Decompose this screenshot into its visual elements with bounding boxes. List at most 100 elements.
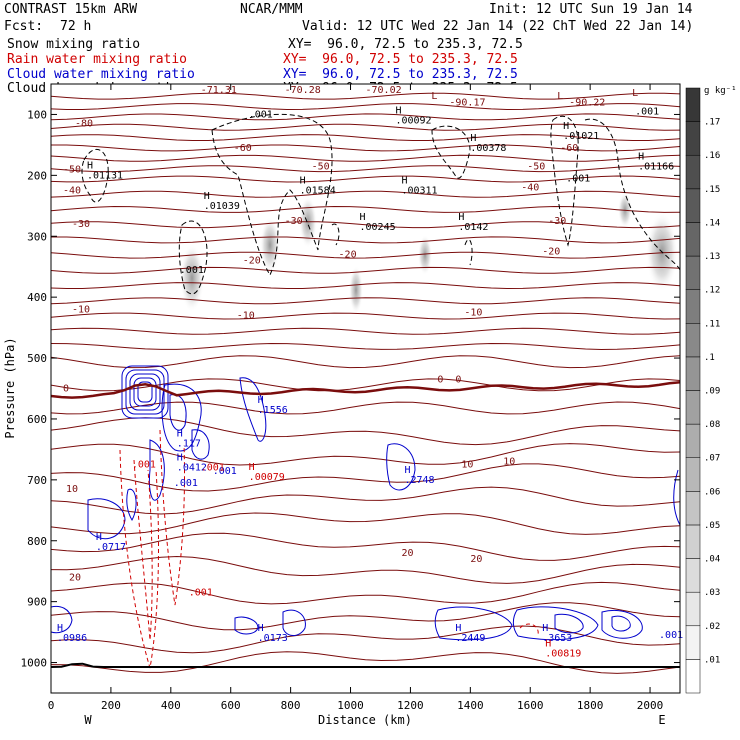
rain-contour-label: .001 [189,588,213,599]
cloud-water-maximum-label: .2748 [404,475,434,486]
cloud-water-maximum-label-h: H [455,623,461,634]
colorbar-swatch [685,491,701,526]
field-xy-cloudwater: XY= 96.0, 72.5 to 235.3, 72.5 [283,67,518,82]
temperature-line [50,92,681,100]
cloud-contour [137,381,153,403]
temperature-label: -80 [75,119,93,130]
temperature-line [50,555,681,584]
x-tick-label: 2000 [637,699,664,712]
temperature-line [51,236,681,244]
temperature-label: 0 [455,374,461,385]
snow-maximum-label: .01021 [563,131,599,142]
cloud-water-maximum-label-h: H [177,453,183,464]
temperature-minimum-label: -90.17 [449,97,485,108]
cloud-water-maximum-label: .0986 [57,633,87,644]
x-tick-label: 600 [221,699,241,712]
colorbar-swatch [685,323,701,358]
colorbar-tick-label: .17 [704,118,720,128]
snow-maximum-label: .0142 [458,222,488,233]
temperature-line [50,251,681,259]
colorbar-tick-label: .15 [704,185,720,195]
temperature-line [50,625,681,654]
snow-maximum-label-h: H [458,212,464,223]
cloud-contour [169,394,187,431]
temperature-label: 0 [63,384,69,395]
colorbar-tick-label: .13 [704,252,720,262]
temperature-label: -30 [548,216,566,227]
cloud-contour [512,606,599,641]
colorbar-swatch [685,558,701,593]
cloud-contour [601,610,643,639]
cloud-water-maximum-label: .3653 [542,633,572,644]
x-tick-label: 400 [161,699,181,712]
colorbar-swatch [685,625,701,660]
x-tick-label: 800 [281,699,301,712]
temperature-label: 10 [66,484,78,495]
temperature-label: -10 [464,307,482,318]
temperature-label: 20 [69,572,81,583]
cloud-water-maximum-label-h: H [404,465,410,476]
y-tick-label: 500 [27,352,47,365]
y-tick-label: 300 [27,230,47,243]
snow-maximum-label-h: H [360,212,366,223]
colorbar-swatch [685,154,701,190]
field-label-cloudwater: Cloud water mixing ratio [7,67,195,82]
x-tick-label: 1600 [517,699,544,712]
colorbar-swatch [685,356,701,391]
colorbar-tick-label: .16 [704,151,720,161]
cloud-contour [125,369,165,415]
temperature-line [50,154,681,162]
east-endpoint: E [658,713,665,727]
temperature-line [50,312,681,320]
cloud-water-contour-label: .001 [174,478,198,489]
snow-contour [550,115,579,247]
temperature-line [50,297,681,305]
snow-maximum-label: .01166 [638,161,674,172]
temperature-line [50,581,681,605]
rain-contour [519,623,539,636]
valid-time: Valid: 12 UTC Wed 22 Jan 14 (22 ChT Wed … [302,19,694,34]
cloud-contour [87,498,126,540]
fcst-value: 72 h [60,19,92,34]
colorbar-swatch [685,87,701,122]
field-label-snow: Snow mixing ratio [7,37,141,52]
fcst-label: Fcst: [4,19,44,34]
temperature-label: 20 [470,554,482,565]
cloud-water-maximum-label: .0412 [177,463,207,474]
temperature-label: -10 [237,310,255,321]
snow-contour-label: .001 [249,109,273,120]
snow-contour [331,223,340,246]
cloud-water-maximum-label-h: H [177,428,183,439]
temperature-lines [50,92,681,674]
cloud-water-maximum-label-h: H [57,623,63,634]
colorbar-tick-label: .11 [704,319,720,329]
colorbar-swatch [685,591,701,627]
rain-contour-label: .001 [132,460,156,471]
snow-shading [180,192,678,314]
temperature-minimum-label: -70.02 [366,85,402,96]
snow-maximum-label: .01131 [87,170,123,181]
cloud-contour [673,469,681,526]
y-tick-label: 700 [27,474,47,487]
snow-maximum-label-h: H [87,160,93,171]
temperature-line [50,103,681,111]
rain-contour [159,429,186,606]
cloud-water-maximum-label: .0717 [96,542,126,553]
y-tick-label: 800 [27,535,47,548]
rain-maximum-label-h: H [545,638,551,649]
cloud-water-maximum-label-h: H [258,623,264,634]
y-tick-label: 900 [27,596,47,609]
temperature-line [50,123,681,131]
temperature-line [50,355,681,369]
x-tick-label: 1200 [397,699,424,712]
colorbar-tick-label: .05 [704,521,720,531]
cloud-contour [554,613,584,634]
field-xy-snow: XY= 96.0, 72.5 to 235.3, 72.5 [288,37,523,52]
colorbar-tick-label: .03 [704,588,720,598]
cloud-water-maximum-label-h: H [258,395,264,406]
colorbar-swatch [685,390,701,425]
cloud-contour [386,443,416,491]
temperature-label: 10 [461,460,473,471]
temperature-line [50,221,681,229]
rain-maximum-label: .00079 [249,472,285,483]
